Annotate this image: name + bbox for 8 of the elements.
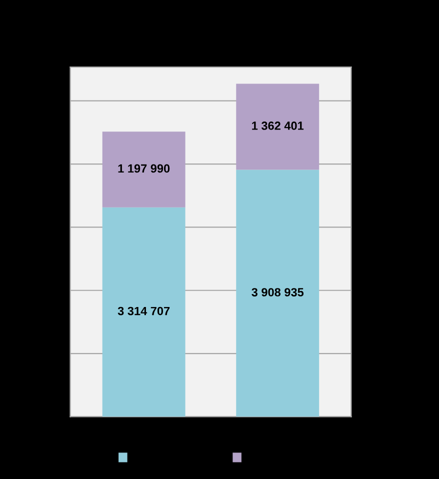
bar (102, 207, 186, 417)
data-label: 3 314 707 (118, 306, 170, 316)
bar (236, 170, 320, 417)
data-label: 1 197 990 (118, 164, 170, 173)
bar (236, 84, 320, 170)
bar (102, 132, 186, 208)
data-label: 1 362 401 (252, 122, 304, 130)
data-label: 3 908 935 (252, 288, 304, 296)
